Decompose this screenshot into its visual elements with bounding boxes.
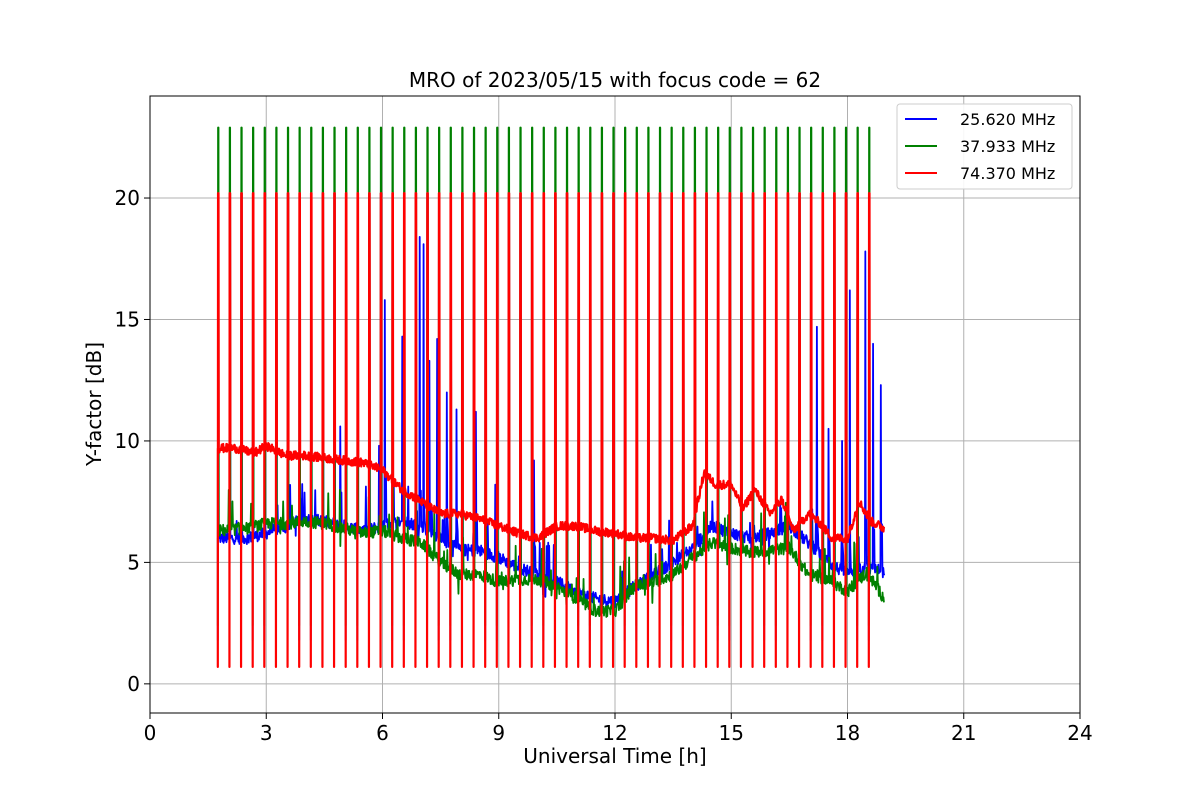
x-tick-label: 18	[835, 721, 860, 745]
x-tick-label: 12	[602, 721, 627, 745]
legend-box	[896, 103, 1073, 190]
x-tick-label: 24	[1067, 721, 1092, 745]
legend: 25.620 MHz 37.933 MHz 74.370 MHz	[896, 103, 1073, 190]
series-line-74-370-mhz	[216, 192, 886, 668]
y-axis-label: Y-factor [dB]	[82, 342, 106, 467]
y-tick-label: 15	[115, 307, 140, 331]
x-tick-label: 15	[719, 721, 744, 745]
series-lines	[216, 126, 886, 668]
series-line-37-933-mhz	[216, 126, 885, 627]
x-tick-label: 9	[492, 721, 505, 745]
x-tick-label: 21	[951, 721, 976, 745]
x-tick-label: 3	[260, 721, 273, 745]
y-tick-label: 0	[127, 672, 140, 696]
legend-label: 74.370 MHz	[960, 164, 1055, 183]
x-axis-label: Universal Time [h]	[523, 744, 706, 768]
y-tick-label: 5	[127, 550, 140, 574]
legend-label: 25.620 MHz	[960, 110, 1055, 129]
x-tick-label: 6	[376, 721, 389, 745]
axis-ticks: 0 3 6 9 12 15 18 21 24 0 5 10 15 20	[115, 186, 1093, 745]
x-tick-label: 0	[144, 721, 157, 745]
legend-label: 37.933 MHz	[960, 137, 1055, 156]
chart-title: MRO of 2023/05/15 with focus code = 62	[409, 68, 821, 92]
y-tick-label: 20	[115, 186, 140, 210]
y-tick-label: 10	[115, 429, 140, 453]
